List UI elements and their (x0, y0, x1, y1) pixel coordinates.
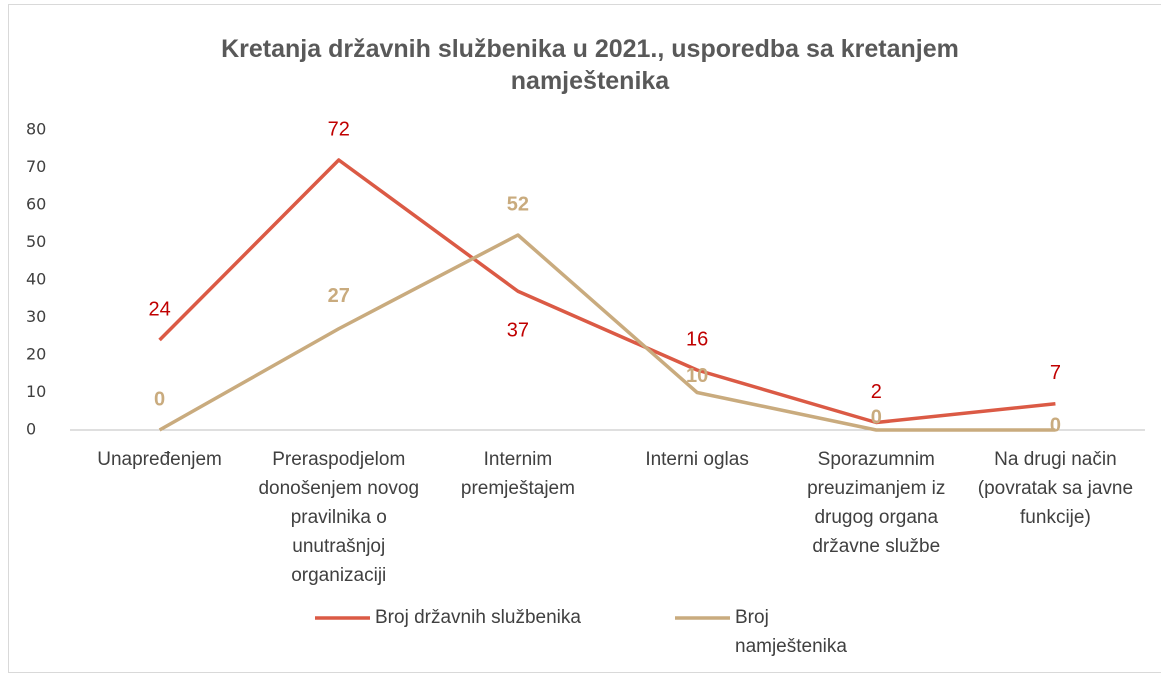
text-line: namještenika (511, 67, 671, 95)
text-line: namještenika (735, 636, 847, 657)
data-label: 37 (507, 320, 529, 342)
text-line: Broj (735, 607, 769, 628)
data-label: 0 (1050, 414, 1061, 436)
y-tick-label: 10 (26, 382, 46, 401)
text-line: preuzimanjem iz (807, 478, 945, 499)
data-label: 7 (1050, 362, 1061, 384)
x-tick-label: Sporazumnim preuzimanjem iz drugog organa d… (807, 449, 945, 557)
data-label: 52 (507, 193, 529, 215)
series-line (158, 233, 1056, 432)
text-line: Broj državnih službenika (375, 607, 581, 628)
y-tick-label: 0 (26, 420, 36, 439)
text-line: Na drugi način (994, 449, 1117, 470)
y-tick-label: 50 (26, 232, 46, 251)
text-line: premještajem (461, 478, 575, 499)
data-label: 24 (148, 298, 170, 320)
x-tick-label: Na drugi način (povratak sa javne funkcije… (978, 449, 1133, 528)
x-tick-label: Unapređenjem (97, 449, 222, 470)
text-line: Preraspodjelom (272, 449, 405, 470)
data-label: 10 (686, 365, 708, 387)
text-line: Unapređenjem (97, 449, 222, 470)
chart-title: Kretanja državnih službenika u 2021., us… (221, 35, 959, 95)
text-line: unutrašnjoj (292, 536, 385, 557)
text-line: organizaciji (291, 565, 386, 586)
text-line: funkcije) (1020, 507, 1091, 528)
y-tick-label: 60 (26, 195, 46, 214)
y-tick-label: 70 (26, 157, 46, 176)
text-line: pravilnika o (291, 507, 387, 528)
text-line: Sporazumnim (818, 449, 935, 470)
data-label: 27 (328, 285, 350, 307)
data-label: 16 (686, 328, 708, 350)
y-tick-label: 20 (26, 345, 46, 364)
text-line: donošenjem novog (258, 478, 419, 499)
data-label: 0 (154, 388, 165, 410)
chart-border (8, 4, 1161, 673)
text-line: (povratak sa javne (978, 478, 1133, 499)
x-tick-label: Interni oglas (645, 449, 749, 470)
text-line: drugog organa (814, 507, 938, 528)
text-line: Kretanja državnih službenika u 2021., us… (221, 35, 959, 63)
y-tick-label: 40 (26, 270, 46, 289)
legend-label: Broj namještenika (735, 607, 847, 657)
x-tick-label: Internim premještajem (461, 449, 575, 499)
y-tick-label: 80 (26, 120, 46, 139)
legend-label: Broj državnih službenika (375, 607, 581, 628)
data-label: 2 (871, 381, 882, 403)
text-line: Interni oglas (645, 449, 749, 470)
data-label: 0 (871, 406, 882, 428)
y-tick-label: 30 (26, 307, 46, 326)
text-line: Internim (484, 449, 553, 470)
series-line (158, 158, 1056, 425)
x-tick-label: Preraspodjelom donošenjem novog pravilnika… (258, 449, 419, 586)
data-label: 72 (328, 118, 350, 140)
text-line: državne službe (812, 536, 940, 557)
